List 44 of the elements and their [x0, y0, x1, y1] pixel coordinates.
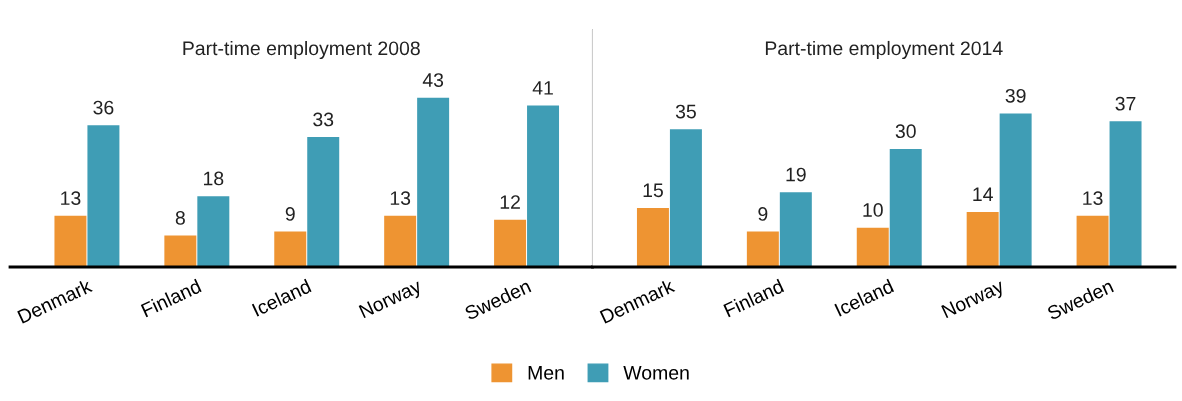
data-label: 36 — [93, 100, 114, 115]
data-label: 15 — [643, 183, 663, 198]
data-label: 12 — [500, 195, 520, 209]
bar — [779, 192, 812, 267]
legend-label: Men — [528, 366, 564, 380]
data-label: 33 — [313, 112, 334, 127]
data-label: 39 — [1005, 88, 1026, 103]
chart-title: Part-time employment 2008 — [183, 40, 420, 60]
bar — [746, 231, 779, 267]
data-label: 43 — [422, 73, 444, 87]
bar — [999, 113, 1032, 267]
data-label: 37 — [1115, 96, 1136, 111]
bar — [636, 207, 669, 267]
data-label: 8 — [175, 210, 185, 225]
bar — [164, 235, 197, 267]
data-label: 13 — [1083, 191, 1103, 206]
data-label: 19 — [786, 167, 806, 182]
data-label: 9 — [285, 207, 295, 221]
bar — [384, 215, 417, 267]
data-label: 18 — [204, 171, 224, 186]
data-label: 35 — [675, 104, 696, 119]
legend-label: Women — [623, 366, 689, 380]
bar — [669, 129, 702, 267]
bar — [966, 211, 999, 267]
bar — [494, 219, 527, 267]
data-label: 14 — [973, 187, 993, 201]
data-label: 13 — [390, 191, 411, 206]
bar — [856, 227, 889, 267]
bar — [1076, 215, 1109, 267]
bar — [274, 231, 307, 267]
bar — [889, 148, 922, 267]
data-label: 41 — [532, 81, 553, 95]
data-label: 9 — [758, 207, 768, 221]
bar — [197, 196, 230, 267]
bar — [87, 125, 120, 267]
bar — [1109, 121, 1142, 267]
data-label: 13 — [61, 191, 81, 206]
data-label: 30 — [895, 124, 916, 139]
chart-title: Part-time employment 2014 — [765, 40, 1003, 60]
bar — [527, 105, 560, 267]
data-label: 10 — [863, 203, 883, 217]
bar — [417, 97, 450, 267]
bar — [54, 215, 87, 267]
bar — [307, 137, 340, 267]
